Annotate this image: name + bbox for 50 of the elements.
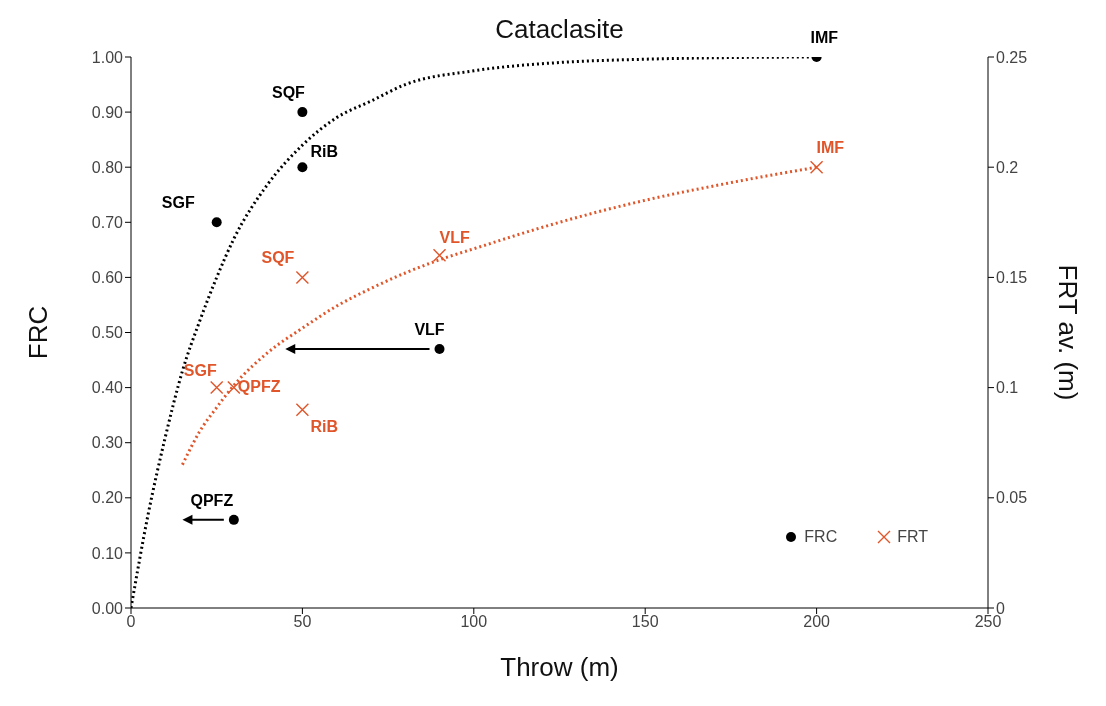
chart-title: Cataclasite	[495, 14, 624, 44]
x-tick-label: 50	[293, 613, 312, 631]
x-tick-label: 100	[460, 613, 488, 631]
y-tick-label: 0.60	[91, 269, 124, 287]
point	[210, 380, 224, 395]
data-label: VLF	[414, 321, 445, 339]
data-label: SQF	[271, 84, 306, 102]
y-tick-label: 1.00	[91, 48, 124, 66]
y2-tick-label: 0.1	[996, 379, 1019, 397]
y-tick-label: 0.00	[91, 599, 124, 617]
x-tick-label: 150	[631, 613, 659, 631]
y-tick-label: 0.10	[91, 544, 124, 562]
y-tick-label: 0.90	[91, 103, 124, 121]
point	[297, 162, 308, 173]
y2-tick-label: 0.05	[996, 489, 1028, 507]
y-tick-label: 0.20	[91, 489, 124, 507]
legend-label: FRT	[897, 528, 928, 546]
data-label: IMF	[816, 139, 845, 157]
y-tick-label: 0.30	[91, 434, 124, 452]
data-label: VLF	[439, 229, 470, 247]
y-tick-label: 0.40	[91, 379, 124, 397]
data-label: QPFZ	[190, 491, 234, 509]
legend-label: FRC	[804, 528, 838, 546]
data-label: RiB	[310, 417, 338, 435]
x-tick-label: 200	[803, 613, 831, 631]
y-tick-label: 0.70	[91, 213, 124, 231]
point	[295, 270, 310, 285]
y-axis-title: FRC	[23, 305, 54, 360]
point	[211, 217, 222, 228]
y2-axis-title: FRT av. (m)	[1052, 264, 1083, 401]
point	[295, 402, 310, 417]
y-tick-label: 0.50	[91, 324, 124, 342]
data-label: RiB	[310, 143, 338, 161]
y2-tick-label: 0.2	[996, 158, 1019, 176]
x-tick-label: 250	[974, 613, 1002, 631]
point	[228, 514, 239, 525]
point	[434, 344, 445, 355]
point	[809, 160, 824, 174]
data-label: SGF	[161, 194, 195, 212]
data-label: SQF	[261, 249, 295, 267]
x-axis-title: Throw (m)	[500, 652, 619, 682]
data-label: SGF	[183, 361, 217, 379]
point	[297, 107, 308, 118]
point	[432, 248, 447, 263]
y2-tick-label: 0.15	[996, 269, 1028, 287]
x-tick-label: 0	[126, 613, 136, 631]
y2-tick-label: 0.25	[996, 48, 1028, 66]
data-label: IMF	[810, 29, 839, 46]
data-label: QPFZ	[237, 377, 281, 395]
y-tick-label: 0.80	[91, 158, 124, 176]
